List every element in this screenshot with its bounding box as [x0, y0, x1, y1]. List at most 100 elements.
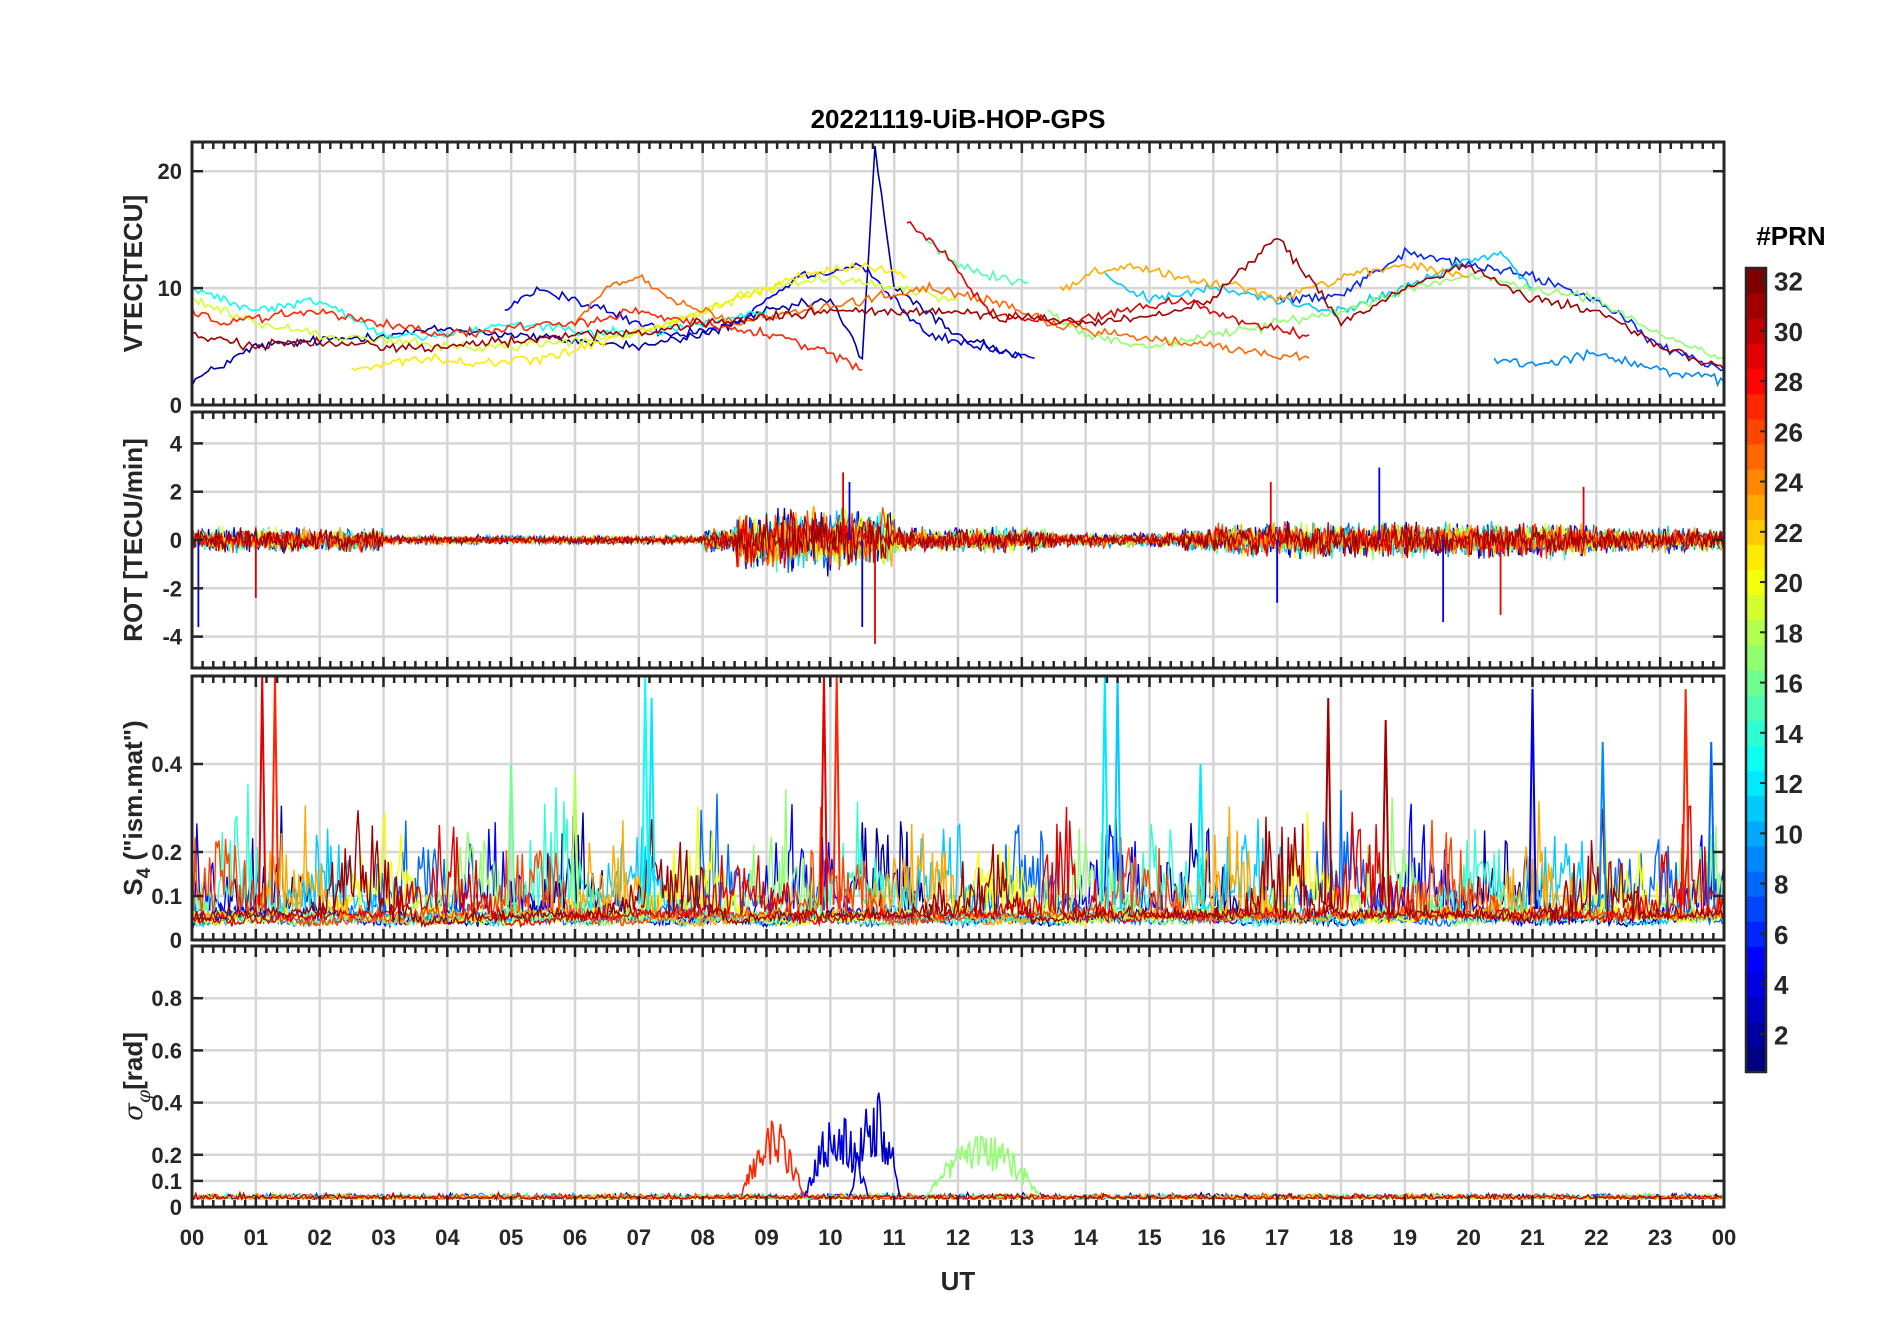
s4-peak [506, 763, 516, 910]
colorbar-segment [1746, 770, 1766, 797]
colorbar-tick-label: 6 [1774, 920, 1788, 950]
y-tick-label: 0.1 [151, 884, 182, 909]
s4-peak [1113, 676, 1122, 910]
burst-line [848, 1092, 902, 1197]
colorbar-tick-label: 16 [1774, 669, 1803, 699]
series-line [192, 509, 1724, 566]
y-tick-label: 0.1 [151, 1169, 182, 1194]
x-tick-label: 20 [1456, 1225, 1480, 1250]
colorbar-tick-label: 14 [1774, 719, 1803, 749]
colorbar-segment [1746, 695, 1766, 721]
x-tick-label: 22 [1584, 1225, 1608, 1250]
x-tick-label: 06 [563, 1225, 587, 1250]
series-line [504, 262, 1035, 359]
s4-peak [1324, 697, 1333, 910]
x-tick-label: 10 [818, 1225, 842, 1250]
panel-vtec: 0 10 20 VTEC[TECU] [118, 140, 1726, 418]
y-tick-label: 0.2 [151, 840, 182, 865]
colorbar-segment [1746, 1021, 1766, 1048]
s4-peak [1196, 763, 1205, 910]
y-axis-label: VTEC[TECU] [118, 195, 148, 352]
colorbar-segment [1746, 619, 1766, 646]
series-line [192, 507, 1724, 571]
colorbar-tick-label: 24 [1774, 468, 1803, 498]
colorbar-segment [1746, 443, 1766, 470]
series-line [192, 146, 1023, 387]
s4-peak [641, 676, 650, 910]
panel-rot: -4 -2 0 2 4 ROT [TECU/min] [118, 410, 1726, 670]
series-line [574, 273, 1310, 362]
x-tick-label: 03 [371, 1225, 395, 1250]
x-tick-label: 05 [499, 1225, 523, 1250]
x-tick-label: 11 [883, 1225, 906, 1250]
colorbar-segment [1746, 1046, 1766, 1073]
colorbar-segment [1746, 871, 1766, 897]
s4-peak [1528, 689, 1537, 910]
panel-s4: 0 0.1 0.2 0.4S4 ("ism.mat") [118, 674, 1726, 953]
s4-peak [270, 676, 280, 910]
colorbar-segment [1746, 896, 1766, 922]
series-line [192, 270, 959, 354]
series-line [192, 287, 767, 342]
y-axis-label: σφ[rad] [118, 1032, 155, 1121]
x-tick-label: 13 [1010, 1225, 1034, 1250]
colorbar-tick-label: 4 [1774, 970, 1789, 1000]
x-tick-label: 12 [946, 1225, 970, 1250]
x-tick-label: 19 [1393, 1225, 1417, 1250]
x-tick-label: 04 [435, 1225, 460, 1250]
grid-vtec [192, 142, 1724, 407]
colorbar-segment [1746, 519, 1766, 545]
colorbar-tick-label: 18 [1774, 618, 1803, 648]
series-line [1059, 261, 1469, 303]
x-tick-label: 14 [1073, 1225, 1098, 1250]
colorbar-segment [1746, 820, 1766, 847]
colorbar-segment [1746, 368, 1766, 395]
series-line [192, 306, 863, 371]
colorbar-frame [1744, 266, 1768, 1074]
colorbar-tick-label: 10 [1774, 819, 1803, 849]
x-tick-label: 16 [1201, 1225, 1225, 1250]
series-line [1493, 348, 1724, 388]
figure-title: 20221119-UiB-HOP-GPS [811, 104, 1106, 134]
s4-peak [1707, 741, 1716, 910]
colorbar-tick-label: 20 [1774, 568, 1803, 598]
y-tick-label: 4 [170, 431, 183, 456]
colorbar-segment [1746, 644, 1766, 671]
x-tick-label: 02 [307, 1225, 331, 1250]
colorbar-segment [1746, 594, 1766, 621]
series-line [351, 261, 908, 372]
colorbar-tick-label: 2 [1774, 1020, 1788, 1050]
burst-line [740, 1120, 806, 1197]
colorbar-tick-label: 22 [1774, 518, 1803, 548]
y-axis-label: ROT [TECU/min] [118, 438, 148, 642]
s4-peak [1598, 741, 1607, 910]
colorbar-segment [1746, 393, 1766, 420]
colorbar-segment [1746, 494, 1766, 520]
series-line [906, 220, 1310, 340]
colorbar-tick-label: 8 [1774, 870, 1788, 900]
panel-sigma_phi: 00.10.2 0.4 0.6 0.8 σφ[rad] [118, 944, 1726, 1220]
colorbar-segment [1746, 469, 1766, 495]
colorbar-segment [1746, 795, 1766, 822]
s4-peak [647, 697, 656, 910]
y-tick-label: 0 [170, 528, 182, 553]
colorbar-title: #PRN [1756, 221, 1825, 251]
y-tick-label: -2 [162, 576, 182, 601]
x-tick-label: 17 [1265, 1225, 1289, 1250]
colorbar-tick-label: 30 [1774, 317, 1803, 347]
colorbar-segment [1746, 670, 1766, 696]
series-line [192, 806, 1724, 928]
s4-peak [1681, 689, 1690, 910]
colorbar-segment [1746, 569, 1766, 596]
colorbar-segment [1746, 745, 1766, 772]
s4-peak [570, 772, 580, 910]
x-axis: 00 01 02 03 04 05 06 07 08 09 10 11 12 13 14 15 16 17 18 19… [180, 1225, 1736, 1250]
y-tick-label: 20 [158, 159, 182, 184]
series-line [192, 808, 1724, 928]
y-tick-label: 0 [170, 928, 182, 953]
x-tick-label: 21 [1520, 1225, 1544, 1250]
x-axis-label: UT [941, 1266, 976, 1296]
